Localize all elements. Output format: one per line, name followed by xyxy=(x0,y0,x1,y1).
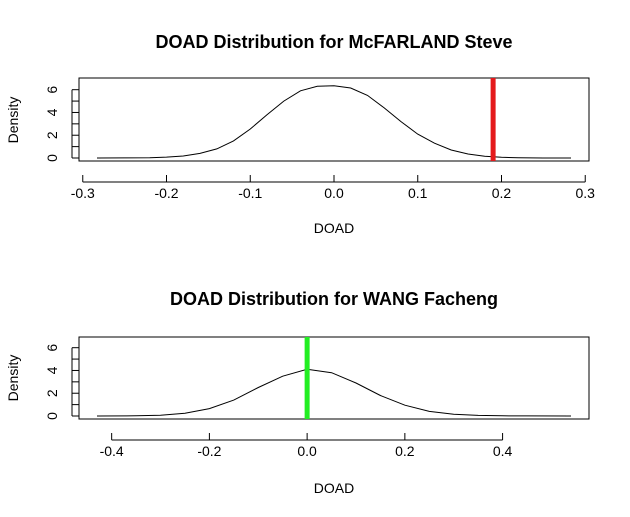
y-tick-label: 4 xyxy=(44,366,60,374)
y-tick-label: 2 xyxy=(44,389,60,397)
x-tick-label: -0.2 xyxy=(154,185,178,201)
y-tick-label: 2 xyxy=(44,131,60,139)
y-tick-label: 6 xyxy=(44,344,60,352)
x-tick-label: -0.1 xyxy=(238,185,262,201)
y-axis-label: Density xyxy=(5,355,21,402)
x-axis-label: DOAD xyxy=(314,480,354,496)
y-axis-label: Density xyxy=(5,97,21,144)
plot-marks: -0.3 -0.2 -0.1 0.0 0.1 0.2 0.3 0 2 4 6 xyxy=(44,78,595,201)
x-axis-label: DOAD xyxy=(314,220,354,236)
x-tick-label: -0.3 xyxy=(71,185,95,201)
chart-title: DOAD Distribution for WANG Facheng xyxy=(170,289,498,309)
x-tick-label: 0.2 xyxy=(492,185,512,201)
x-tick-label: 0.3 xyxy=(576,185,596,201)
x-tick-label: 0.0 xyxy=(324,185,344,201)
y-tick-label: 6 xyxy=(44,86,60,94)
panel-mcfarland: DOAD Distribution for McFARLAND Steve -0… xyxy=(5,32,595,236)
y-tick-label: 0 xyxy=(44,412,60,420)
chart-title: DOAD Distribution for McFARLAND Steve xyxy=(155,32,512,52)
x-tick-label: 0.2 xyxy=(395,443,415,459)
plot-marks: -0.4 -0.2 0.0 0.2 0.4 0 2 4 6 xyxy=(44,337,572,459)
density-curve xyxy=(96,85,571,159)
y-tick-label: 0 xyxy=(44,154,60,162)
x-tick-label: 0.1 xyxy=(408,185,428,201)
x-tick-label: 0.4 xyxy=(493,443,513,459)
panel-wang: DOAD Distribution for WANG Facheng -0.4-… xyxy=(5,289,590,496)
x-tick-label: 0.0 xyxy=(297,443,317,459)
x-tick-label: -0.2 xyxy=(197,443,221,459)
plot-frame xyxy=(78,77,590,162)
y-tick-label: 4 xyxy=(44,108,60,116)
density-curve xyxy=(96,368,572,417)
x-tick-label: -0.4 xyxy=(100,443,124,459)
plot-frame xyxy=(78,336,590,420)
